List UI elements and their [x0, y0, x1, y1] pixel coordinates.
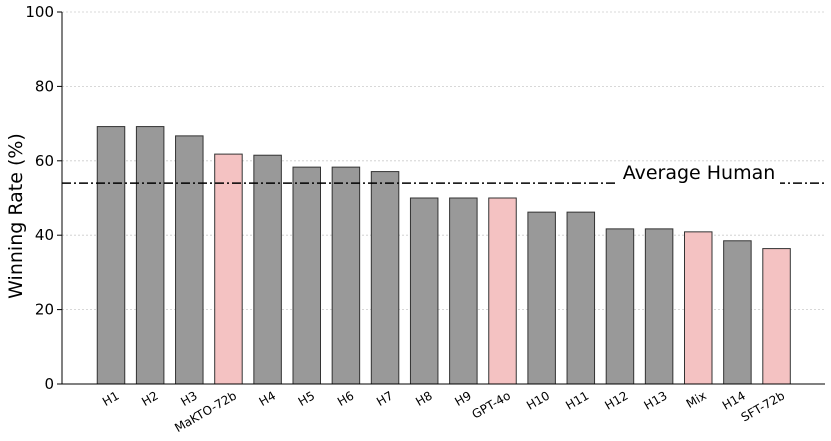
axes	[61, 12, 825, 385]
bar-h4	[253, 154, 282, 385]
bar-sft-72b	[762, 248, 791, 385]
bar-h8	[409, 197, 439, 385]
x-tick-label: H11	[563, 388, 591, 412]
reference-label-bg	[617, 163, 780, 186]
x-tick-label: Mix	[684, 388, 709, 411]
bar-h9	[449, 197, 478, 385]
x-tick-label: SFT-72b	[739, 388, 787, 424]
x-tick-label: H8	[413, 388, 434, 408]
reference-line-group: Average Human	[62, 162, 825, 186]
bar-h12	[605, 228, 635, 385]
bar-h6	[331, 166, 361, 385]
x-tick-label: H3	[178, 388, 199, 408]
y-tick-label: 0	[44, 375, 54, 393]
y-tick-label: 40	[35, 226, 54, 244]
x-tick-label: GPT-4o	[470, 388, 513, 421]
reference-line-label: Average Human	[623, 162, 776, 184]
x-tick-label: H12	[602, 388, 630, 412]
bar-h5	[292, 166, 321, 385]
bar-mix	[684, 231, 713, 385]
y-tick-label: 60	[35, 152, 54, 170]
y-ticks: 0 20 40 60 80 100	[25, 3, 62, 393]
bar-h11	[566, 211, 596, 385]
y-tick-label: 20	[35, 301, 54, 319]
bar-h14	[723, 240, 752, 385]
x-tick-label: H9	[452, 388, 473, 408]
y-tick-label: 100	[25, 3, 54, 21]
bar-h2	[135, 126, 165, 385]
y-tick-label: 80	[35, 77, 54, 95]
bar-h3	[175, 135, 204, 385]
bar-h7	[370, 171, 400, 385]
grid-lines	[62, 11, 825, 311]
bars	[96, 126, 791, 385]
y-axis-label: Winning Rate (%)	[5, 133, 27, 299]
bar-makto-72b	[214, 153, 243, 385]
bar-h1	[96, 126, 126, 385]
x-tick-label: H10	[524, 388, 552, 412]
x-tick-label: H1	[100, 388, 121, 408]
x-tick-label: H6	[335, 388, 356, 408]
bar-h10	[527, 211, 556, 385]
x-tick-label: H7	[374, 388, 395, 408]
x-tick-label: H5	[296, 388, 317, 408]
x-tick-label: H4	[257, 388, 278, 408]
bar-gpt-4o	[488, 197, 517, 385]
bar-h13	[644, 228, 674, 385]
x-tick-label: H13	[642, 388, 670, 412]
x-tick-label: H2	[139, 388, 160, 408]
